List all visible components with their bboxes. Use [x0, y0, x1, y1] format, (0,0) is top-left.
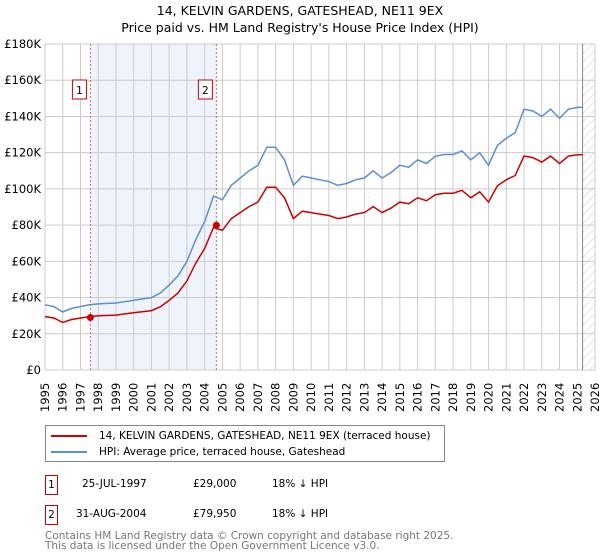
property-price-line: [44, 153, 583, 324]
sale-label-box: [71, 79, 87, 100]
x-tick-label: 2003: [180, 383, 194, 412]
chart-title: 14, KELVIN GARDENS, GATESHEAD, NE11 9EX: [156, 3, 444, 18]
sale-hpi-diff: 18% ↓ HPI: [272, 508, 329, 520]
y-tick-label: £0: [26, 363, 41, 377]
x-tick-label: 1995: [38, 383, 52, 412]
x-tick-label: 1999: [109, 383, 123, 412]
sale-date: 31-AUG-2004: [76, 508, 147, 520]
footer: Contains HM Land Registry data © Crown c…: [45, 530, 454, 552]
x-tick-label: 2016: [411, 383, 425, 412]
x-tick-label: 1997: [73, 383, 87, 412]
x-tick-label: 2020: [482, 383, 496, 412]
x-tick-label: 2004: [198, 383, 212, 412]
x-tick-label: 2019: [464, 383, 478, 412]
hpi-line: [44, 106, 583, 313]
sale-label: 1: [76, 85, 83, 97]
legend: 14, KELVIN GARDENS, GATESHEAD, NE11 9EX …: [45, 425, 445, 462]
x-tick-label: 2007: [251, 383, 265, 412]
x-tick-label: 2013: [357, 383, 371, 412]
sale-point: [86, 313, 94, 321]
sale-number: 2: [45, 505, 58, 525]
y-tick-label: £120K: [4, 146, 41, 160]
sale-price: £79,950: [193, 508, 237, 520]
legend-swatch-blue: [51, 451, 87, 453]
x-tick-label: 2025: [570, 383, 584, 412]
plot-area: £0 £20K £40K £60K £80K £100K £120K £140K £160K £1…: [4, 37, 600, 412]
footer-line-1: Contains HM Land Registry data © Crown c…: [45, 530, 454, 542]
x-tick-label: 2011: [322, 383, 336, 412]
x-tick-label: 2009: [286, 383, 300, 412]
sale-label-box: [197, 79, 213, 100]
x-tick-label: 2024: [553, 383, 567, 412]
x-tick-label: 2015: [393, 383, 407, 412]
legend-item-hpi: HPI: Average price, terraced house, Gate…: [46, 444, 345, 460]
x-tick-label: 2000: [127, 383, 141, 412]
sale-label: 2: [202, 85, 209, 97]
sale-row-2: 2 31-AUG-2004 £79,950 18% ↓ HPI: [45, 505, 545, 525]
sale-date: 25-JUL-1997: [82, 478, 147, 490]
x-tick-label: 2002: [162, 383, 176, 412]
y-tick-label: £60K: [12, 254, 42, 268]
footer-line-2: This data is licensed under the Open Gov…: [45, 540, 380, 552]
x-tick-label: 2017: [428, 383, 442, 412]
future-hatch: [582, 44, 595, 370]
x-tick-label: 2012: [340, 383, 354, 412]
x-tick-label: 2026: [588, 383, 600, 412]
sale-period-shade: [90, 44, 217, 370]
sale-point: [212, 221, 220, 229]
legend-swatch-red: [51, 435, 87, 437]
y-tick-label: £80K: [12, 218, 42, 232]
x-tick-label: 2014: [375, 383, 389, 412]
x-tick-label: 2006: [233, 383, 247, 412]
legend-label: HPI: Average price, terraced house, Gate…: [99, 446, 346, 458]
x-tick-label: 2008: [269, 383, 283, 412]
x-tick-label: 1998: [91, 383, 105, 412]
x-tick-label: 1996: [56, 383, 70, 412]
legend-item-property: 14, KELVIN GARDENS, GATESHEAD, NE11 9EX …: [46, 428, 431, 444]
x-tick-label: 2010: [304, 383, 318, 412]
y-tick-label: £20K: [12, 327, 42, 341]
sale-row-1: 1 25-JUL-1997 £29,000 18% ↓ HPI: [45, 475, 545, 495]
y-tick-label: £40K: [12, 291, 42, 305]
x-tick-label: 2018: [446, 383, 460, 412]
y-tick-label: £180K: [4, 37, 41, 51]
y-tick-label: £100K: [4, 182, 41, 196]
sale-number: 1: [45, 475, 58, 495]
x-tick-label: 2021: [499, 383, 513, 412]
x-tick-label: 2001: [144, 383, 158, 412]
x-tick-label: 2005: [215, 383, 229, 412]
x-tick-label: 2022: [517, 383, 531, 412]
legend-label: 14, KELVIN GARDENS, GATESHEAD, NE11 9EX …: [99, 430, 431, 442]
y-tick-label: £140K: [4, 109, 41, 123]
sale-hpi-diff: 18% ↓ HPI: [272, 478, 329, 490]
chart-subtitle: Price paid vs. HM Land Registry's House …: [121, 20, 479, 35]
y-tick-label: £160K: [4, 73, 41, 87]
sale-price: £29,000: [193, 478, 237, 490]
x-tick-label: 2023: [535, 383, 549, 412]
